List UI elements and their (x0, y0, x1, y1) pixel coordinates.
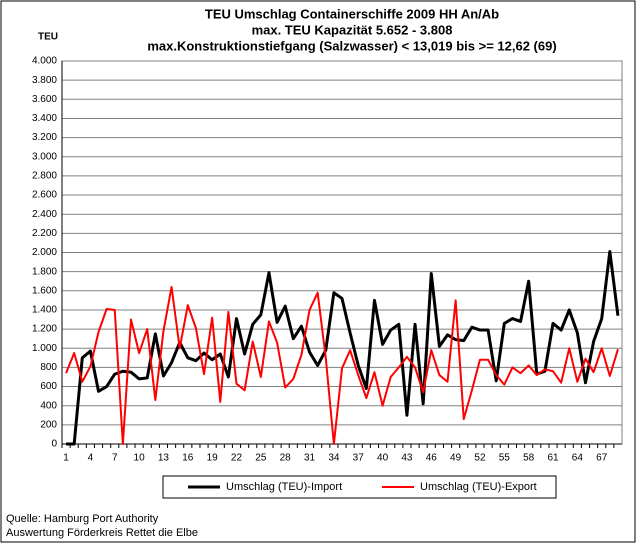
x-tick-label: 4 (88, 453, 94, 464)
x-tick-label: 58 (523, 453, 535, 464)
x-tick-label: 61 (547, 453, 559, 464)
line-series (66, 250, 620, 446)
y-tick-label: 600 (40, 381, 57, 392)
y-tick-label: 3.200 (32, 132, 57, 143)
y-tick-label: 2.600 (32, 190, 57, 201)
x-tick-label: 16 (182, 453, 194, 464)
x-tick-label: 46 (426, 453, 438, 464)
x-tick-label: 34 (328, 453, 340, 464)
y-tick-label: 800 (40, 362, 57, 373)
title-2: max. TEU Kapazität 5.652 - 3.808 (252, 22, 453, 37)
line-series (65, 285, 619, 445)
source-1: Quelle: Hamburg Port Authority (6, 513, 159, 525)
x-tick-label: 52 (474, 453, 486, 464)
legend-label: Umschlag (TEU)-Import (226, 481, 342, 493)
x-tick-label: 37 (353, 453, 365, 464)
x-tick-label: 40 (377, 453, 389, 464)
x-tick-label: 25 (255, 453, 267, 464)
x-tick-label: 13 (158, 453, 170, 464)
y-tick-label: 4.000 (32, 56, 57, 67)
x-tick-label: 64 (572, 453, 584, 464)
y-tick-label: 1.800 (32, 266, 57, 277)
x-tick-label: 7 (112, 453, 118, 464)
x-tick-label: 55 (499, 453, 511, 464)
x-tick-label: 31 (304, 453, 316, 464)
y-tick-label: 2.200 (32, 228, 57, 239)
legend-label: Umschlag (TEU)-Export (420, 481, 537, 493)
y-tick-label: 2.800 (32, 171, 57, 182)
x-tick-label: 1 (63, 453, 69, 464)
x-tick-label: 19 (207, 453, 219, 464)
y-tick-label: 3.000 (32, 151, 57, 162)
y-label: TEU (38, 32, 58, 43)
x-tick-label: 49 (450, 453, 462, 464)
x-tick-label: 10 (134, 453, 146, 464)
y-tick-label: 200 (40, 419, 57, 430)
x-tick-label: 28 (280, 453, 292, 464)
y-tick-label: 0 (51, 439, 57, 450)
x-tick-label: 67 (596, 453, 608, 464)
y-tick-label: 1.200 (32, 324, 57, 335)
title-3: max.Konstruktionstiefgang (Salzwasser) <… (147, 38, 556, 53)
y-tick-label: 400 (40, 400, 57, 411)
title-1: TEU Umschlag Containerschiffe 2009 HH An… (205, 6, 499, 21)
y-tick-label: 2.400 (32, 209, 57, 220)
y-tick-label: 2.000 (32, 247, 57, 258)
source-2: Auswertung Förderkreis Rettet die Elbe (6, 527, 198, 539)
x-tick-label: 43 (401, 453, 413, 464)
y-tick-label: 3.800 (32, 75, 57, 86)
y-tick-label: 1.400 (32, 305, 57, 316)
legend-box (162, 475, 557, 499)
y-tick-label: 1.000 (32, 343, 57, 354)
y-tick-label: 3.600 (32, 94, 57, 105)
y-tick-label: 3.400 (32, 113, 57, 124)
y-tick-label: 1.600 (32, 285, 57, 296)
x-tick-label: 22 (231, 453, 243, 464)
